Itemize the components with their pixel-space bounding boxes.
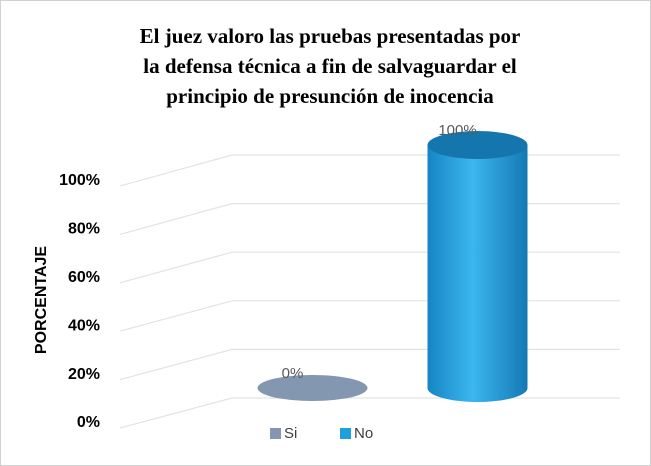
data-label: 0% <box>282 365 304 382</box>
legend-swatch <box>340 428 351 439</box>
y-tick-label: 0% <box>77 414 100 431</box>
y-tick-label: 100% <box>59 172 100 189</box>
legend-label: No <box>354 425 373 442</box>
legend-label: Si <box>284 425 297 442</box>
bar <box>257 375 368 401</box>
data-label: 100% <box>438 122 476 139</box>
chart-title: principio de presunción de inocencia <box>166 84 494 108</box>
y-tick-label: 20% <box>68 366 100 383</box>
bar <box>427 145 528 402</box>
y-axis-label: PORCENTAJE <box>33 246 50 354</box>
y-tick-label: 60% <box>68 269 100 286</box>
chart-title: la defensa técnica a fin de salvaguardar… <box>143 54 517 78</box>
legend-swatch <box>270 428 281 439</box>
bar-top <box>427 131 528 159</box>
chart-title: El juez valoro las pruebas presentadas p… <box>140 24 521 48</box>
y-tick-label: 80% <box>68 221 100 238</box>
y-tick-label: 40% <box>68 317 100 334</box>
